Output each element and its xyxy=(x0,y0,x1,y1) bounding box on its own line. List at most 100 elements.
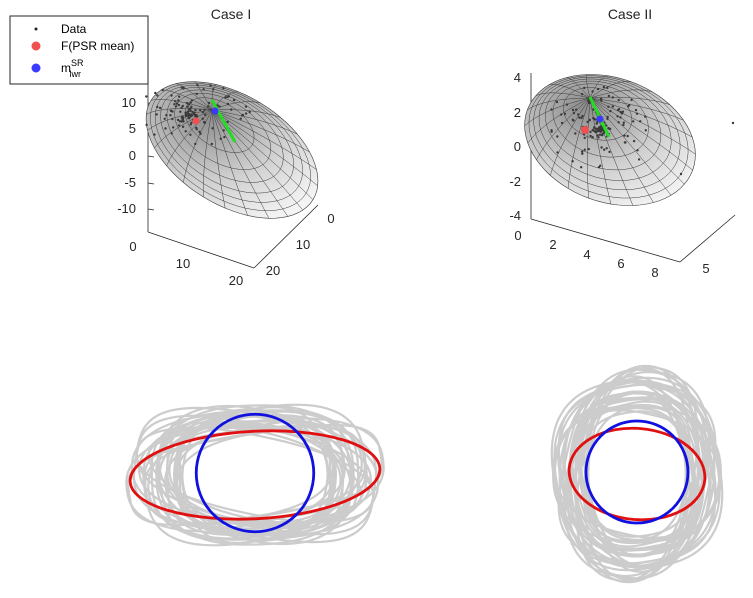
data-point xyxy=(583,86,586,90)
tick-label: 2 xyxy=(549,237,556,252)
data-point xyxy=(218,105,221,108)
tick-label: 0 xyxy=(514,139,521,154)
data-point xyxy=(173,103,176,106)
meridian-line xyxy=(211,109,298,135)
data-point xyxy=(583,136,586,140)
data-point xyxy=(606,115,609,119)
data-point xyxy=(226,102,230,106)
data-point xyxy=(145,123,148,127)
data-point xyxy=(186,105,189,109)
data-point xyxy=(565,103,569,106)
case-1-y-ticks: 0 10 20 xyxy=(266,211,335,278)
data-point xyxy=(195,92,198,96)
meridian-line xyxy=(211,109,289,217)
data-point xyxy=(617,121,620,124)
tick-label: 20 xyxy=(229,273,243,288)
data-point xyxy=(571,160,574,163)
data-point xyxy=(191,110,194,114)
meridian-line xyxy=(589,97,685,185)
data-point xyxy=(222,129,225,132)
data-point xyxy=(194,115,197,118)
legend-psr-label: F(PSR mean) xyxy=(61,39,134,53)
meridian-line xyxy=(527,97,591,144)
data-point xyxy=(587,99,590,103)
data-point xyxy=(226,120,229,124)
data-point xyxy=(628,104,631,107)
legend-mlwr-sub: lwr xyxy=(70,69,82,79)
data-point xyxy=(580,166,583,169)
gray-curve xyxy=(130,413,380,537)
data-point xyxy=(202,88,205,91)
data-point xyxy=(204,113,207,116)
data-point xyxy=(644,129,647,132)
data-point xyxy=(203,120,206,124)
data-point xyxy=(617,98,620,102)
data-point xyxy=(194,142,197,146)
tick-label: 6 xyxy=(617,256,624,271)
data-point xyxy=(206,105,210,108)
data-point xyxy=(189,133,192,136)
meridian-line xyxy=(589,97,693,171)
gray-curve xyxy=(550,376,724,572)
data-point xyxy=(583,148,586,151)
gray-curve xyxy=(168,426,342,524)
data-point xyxy=(598,128,601,132)
meridian-line xyxy=(154,109,213,149)
data-point xyxy=(180,86,183,89)
tick-label: 10 xyxy=(122,95,136,110)
data-point xyxy=(189,101,192,104)
data-point xyxy=(182,86,185,90)
gray-curve xyxy=(579,403,695,545)
latitude-line xyxy=(166,89,284,183)
psr-mean-point xyxy=(192,117,200,125)
data-point xyxy=(560,121,564,125)
data-point xyxy=(210,142,213,146)
data-point xyxy=(602,131,606,134)
data-point xyxy=(207,101,211,105)
data-point xyxy=(598,133,602,136)
data-point xyxy=(591,136,594,139)
data-point xyxy=(192,112,196,116)
data-point xyxy=(189,107,192,110)
data-point xyxy=(581,150,584,153)
data-point xyxy=(219,137,222,140)
data-point xyxy=(622,123,625,127)
data-point xyxy=(580,93,584,96)
latitude-line xyxy=(528,75,689,199)
data-point xyxy=(617,108,621,111)
data-point xyxy=(587,101,591,105)
axis-line xyxy=(679,214,736,263)
latitude-line xyxy=(150,83,311,211)
case-1-ellipse-plot xyxy=(125,403,385,547)
data-point xyxy=(619,116,622,119)
data-point xyxy=(608,150,611,154)
data-point xyxy=(599,97,603,100)
data-point xyxy=(595,127,598,130)
gray-curve xyxy=(178,415,332,535)
data-point xyxy=(174,105,178,108)
latitude-line xyxy=(160,87,294,194)
data-point xyxy=(222,87,225,90)
data-point xyxy=(172,126,175,129)
data-point xyxy=(586,120,589,124)
data-point xyxy=(605,147,608,150)
data-point xyxy=(184,111,187,115)
data-point xyxy=(239,117,242,120)
data-point xyxy=(248,110,251,114)
data-point xyxy=(187,117,190,120)
data-point xyxy=(632,139,636,143)
data-point xyxy=(153,133,156,136)
tick-mark xyxy=(147,182,155,185)
data-point xyxy=(731,121,735,125)
data-point xyxy=(550,130,553,133)
gray-curve xyxy=(135,426,375,524)
data-point xyxy=(232,98,236,102)
data-point xyxy=(223,135,226,139)
data-point xyxy=(224,96,227,99)
data-point xyxy=(170,94,173,97)
gray-curve xyxy=(570,400,704,548)
data-point xyxy=(156,94,159,97)
data-point xyxy=(171,117,174,121)
data-point xyxy=(634,108,638,112)
red-ellipse xyxy=(567,426,707,522)
